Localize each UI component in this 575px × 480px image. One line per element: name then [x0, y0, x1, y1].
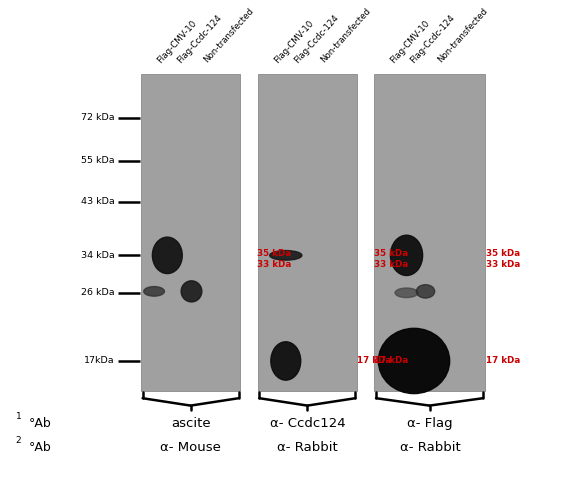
Text: α- Flag: α- Flag: [407, 417, 453, 430]
Text: 2: 2: [16, 436, 21, 444]
Text: 1: 1: [16, 412, 21, 420]
Text: 55 kDa: 55 kDa: [82, 156, 115, 165]
Text: Flag-Ccdc-124: Flag-Ccdc-124: [175, 13, 224, 65]
Text: Flag-CMV-10: Flag-CMV-10: [272, 18, 315, 65]
Text: 35 kDa: 35 kDa: [374, 249, 408, 258]
Text: 72 kDa: 72 kDa: [82, 113, 115, 122]
Text: 43 kDa: 43 kDa: [81, 197, 115, 206]
Text: 17kDa: 17kDa: [85, 357, 115, 365]
Ellipse shape: [144, 287, 164, 296]
Ellipse shape: [152, 237, 182, 274]
Text: 17 kDa: 17 kDa: [486, 357, 520, 365]
Text: Flag-Ccdc-124: Flag-Ccdc-124: [409, 13, 457, 65]
Bar: [374, 74, 485, 391]
Ellipse shape: [390, 235, 423, 276]
Text: α- Ccdc124: α- Ccdc124: [270, 417, 346, 430]
Bar: [141, 74, 240, 391]
Text: 33 kDa: 33 kDa: [374, 261, 408, 269]
Text: α- Mouse: α- Mouse: [160, 441, 221, 454]
Text: α- Rabbit: α- Rabbit: [400, 441, 461, 454]
Text: 17 kDa: 17 kDa: [357, 357, 392, 365]
Text: α- Rabbit: α- Rabbit: [277, 441, 338, 454]
Ellipse shape: [271, 342, 301, 380]
Ellipse shape: [378, 328, 450, 394]
Ellipse shape: [395, 288, 418, 298]
Text: Non-transfected: Non-transfected: [319, 7, 373, 65]
Text: 17 kDa: 17 kDa: [374, 357, 408, 365]
Text: 26 kDa: 26 kDa: [82, 288, 115, 297]
Text: Flag-CMV-10: Flag-CMV-10: [389, 18, 432, 65]
Text: Non-transfected: Non-transfected: [436, 7, 489, 65]
Text: 35 kDa: 35 kDa: [257, 249, 291, 258]
Bar: [258, 74, 356, 391]
Ellipse shape: [181, 281, 202, 302]
Ellipse shape: [270, 251, 302, 260]
Ellipse shape: [416, 285, 435, 298]
Text: 34 kDa: 34 kDa: [81, 251, 115, 260]
Text: 33 kDa: 33 kDa: [486, 261, 520, 269]
Text: °Ab: °Ab: [29, 417, 52, 430]
Text: Flag-Ccdc-124: Flag-Ccdc-124: [292, 13, 340, 65]
Text: 35 kDa: 35 kDa: [486, 249, 520, 258]
Text: Non-transfected: Non-transfected: [202, 7, 256, 65]
Text: 33 kDa: 33 kDa: [257, 261, 292, 269]
Text: ascite: ascite: [171, 417, 210, 430]
Text: Flag-CMV-10: Flag-CMV-10: [155, 18, 198, 65]
Text: °Ab: °Ab: [29, 441, 52, 454]
